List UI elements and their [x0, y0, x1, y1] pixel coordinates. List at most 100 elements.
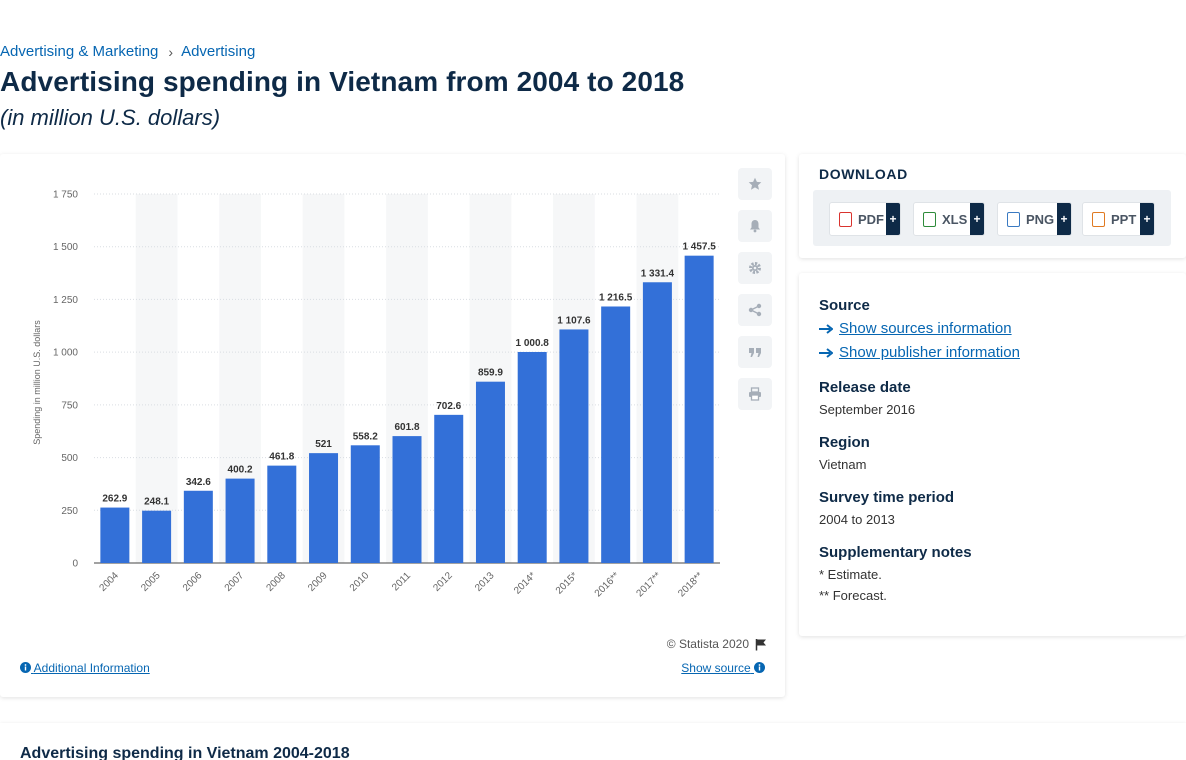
- notification-button[interactable]: [738, 210, 772, 242]
- print-icon: [749, 387, 761, 401]
- download-pdf-label: PDF: [858, 211, 884, 227]
- x-tick-label: 2017**: [635, 570, 664, 599]
- y-tick-label: 750: [61, 400, 78, 411]
- show-source-label: Show source: [681, 661, 751, 675]
- download-card: DOWNLOAD PDF + XLS + PNG + PPT +: [799, 154, 1186, 258]
- cite-button[interactable]: [738, 336, 772, 368]
- release-date-value: September 2016: [819, 402, 916, 417]
- info-card: Source Show sources information Show pub…: [799, 273, 1186, 636]
- download-pdf-button[interactable]: PDF +: [829, 202, 901, 236]
- bar: [475, 381, 505, 563]
- survey-period-value: 2004 to 2013: [819, 512, 895, 527]
- data-label: 1 331.4: [641, 268, 675, 279]
- y-tick-label: 500: [61, 453, 78, 464]
- bar: [392, 436, 422, 563]
- breadcrumb-separator: ›: [168, 43, 174, 60]
- description-title: Advertising spending in Vietnam 2004-201…: [20, 745, 350, 760]
- bar: [517, 351, 547, 563]
- plus-icon: +: [1140, 203, 1154, 235]
- data-label: 342.6: [186, 477, 211, 488]
- copyright-text: © Statista 2020: [666, 637, 749, 651]
- column-band: [135, 194, 178, 563]
- info-icon: [20, 662, 31, 673]
- breadcrumb: Advertising & Marketing › Advertising: [0, 43, 255, 60]
- download-bar: PDF + XLS + PNG + PPT +: [813, 190, 1171, 246]
- region-value: Vietnam: [819, 457, 867, 472]
- show-publisher-link[interactable]: Show publisher information: [819, 344, 1020, 361]
- print-button[interactable]: [738, 378, 772, 410]
- y-tick-label: 0: [72, 559, 78, 570]
- show-source-link[interactable]: Show source: [681, 661, 765, 675]
- xls-file-icon: [923, 211, 936, 227]
- download-ppt-button[interactable]: PPT +: [1082, 202, 1155, 236]
- download-png-button[interactable]: PNG +: [997, 202, 1072, 236]
- x-tick-label: 2018**: [676, 570, 705, 599]
- download-xls-button[interactable]: XLS +: [913, 202, 985, 236]
- x-tick-label: 2015*: [554, 570, 580, 596]
- breadcrumb-advertising-marketing[interactable]: Advertising & Marketing: [0, 43, 159, 60]
- data-label: 1 216.5: [599, 292, 633, 303]
- bar: [642, 282, 672, 563]
- png-file-icon: [1007, 211, 1020, 227]
- bar: [350, 445, 380, 563]
- chart-copyright: © Statista 2020: [667, 637, 767, 651]
- settings-button[interactable]: [738, 252, 772, 284]
- bar: [434, 414, 464, 563]
- arrow-right-icon: [819, 323, 833, 334]
- release-date-label: Release date: [819, 379, 911, 396]
- info-icon: [754, 662, 765, 673]
- data-label: 1 457.5: [682, 242, 716, 253]
- x-tick-label: 2006: [181, 570, 205, 594]
- survey-period-label: Survey time period: [819, 489, 955, 506]
- y-axis-label: Spending in million U.S. dollars: [32, 320, 42, 445]
- supplementary-notes-label: Supplementary notes: [819, 544, 972, 561]
- pdf-file-icon: [839, 211, 852, 227]
- download-xls-label: XLS: [942, 211, 968, 227]
- x-tick-label: 2008: [264, 570, 288, 594]
- show-sources-link[interactable]: Show sources information: [819, 320, 1012, 337]
- bar: [309, 453, 339, 563]
- data-label: 400.2: [228, 465, 253, 476]
- data-label: 601.8: [394, 422, 419, 433]
- x-tick-label: 2012: [431, 570, 455, 594]
- plus-icon: +: [1057, 203, 1071, 235]
- bar: [601, 306, 631, 563]
- y-tick-label: 1 500: [53, 242, 78, 253]
- x-tick-label: 2005: [139, 570, 163, 594]
- data-label: 859.9: [478, 368, 503, 379]
- show-sources-label: Show sources information: [839, 320, 1012, 337]
- x-tick-label: 2014*: [512, 570, 538, 596]
- gear-icon: [749, 262, 761, 274]
- star-icon: [748, 177, 762, 190]
- data-label: 521: [315, 439, 332, 450]
- y-tick-label: 1 250: [53, 295, 78, 306]
- bar: [183, 490, 213, 563]
- page-subtitle: (in million U.S. dollars): [0, 105, 221, 130]
- x-tick-label: 2010: [348, 570, 372, 594]
- data-label: 702.6: [436, 401, 461, 412]
- additional-information-label: Additional Information: [33, 661, 150, 675]
- data-label: 1 000.8: [516, 338, 550, 349]
- bell-icon: [750, 220, 760, 233]
- flag-icon[interactable]: [755, 638, 767, 651]
- bar: [684, 255, 714, 563]
- y-tick-label: 250: [61, 506, 78, 517]
- bar: [559, 329, 589, 563]
- breadcrumb-advertising[interactable]: Advertising: [181, 43, 256, 60]
- region-label: Region: [819, 434, 870, 451]
- quote-icon: [749, 348, 761, 357]
- ppt-file-icon: [1092, 211, 1105, 227]
- share-icon: [748, 303, 762, 317]
- favorite-button[interactable]: [738, 168, 772, 200]
- share-button[interactable]: [738, 294, 772, 326]
- download-ppt-label: PPT: [1111, 211, 1137, 227]
- y-tick-label: 1 000: [53, 348, 78, 359]
- plus-icon: +: [886, 203, 900, 235]
- x-tick-label: 2004: [97, 570, 121, 594]
- data-label: 262.9: [102, 494, 127, 505]
- page-title: Advertising spending in Vietnam from 200…: [0, 66, 685, 97]
- bar: [225, 478, 255, 563]
- download-title: DOWNLOAD: [819, 166, 908, 182]
- additional-information-link[interactable]: Additional Information: [20, 661, 150, 675]
- show-publisher-label: Show publisher information: [839, 344, 1020, 361]
